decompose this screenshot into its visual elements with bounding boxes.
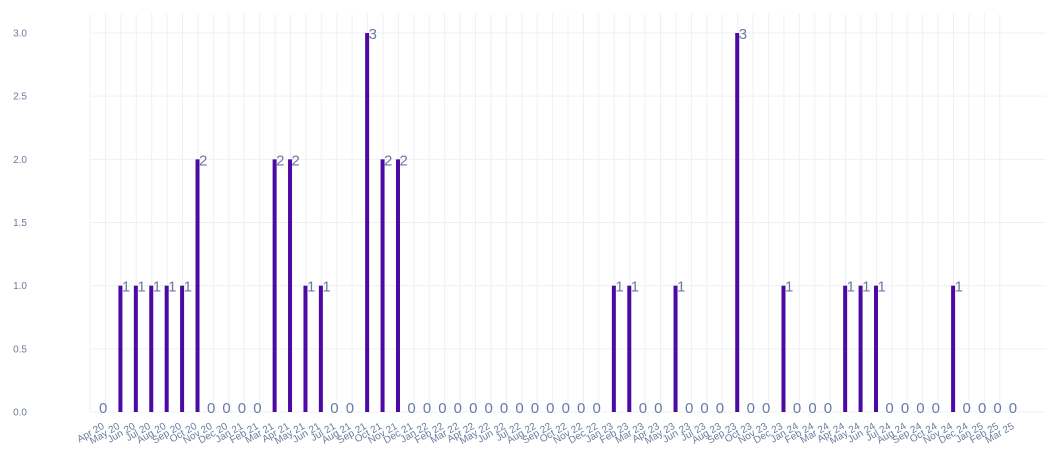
data-label: 0 xyxy=(685,400,693,417)
data-label: 0 xyxy=(808,400,816,417)
data-label: 0 xyxy=(700,400,708,417)
data-label: 3 xyxy=(369,26,377,43)
data-label: 0 xyxy=(577,400,585,417)
data-label: 0 xyxy=(500,400,508,417)
bar xyxy=(858,285,863,412)
data-label: 0 xyxy=(762,400,770,417)
data-label: 0 xyxy=(793,400,801,417)
data-label: 1 xyxy=(615,279,623,296)
data-label: 2 xyxy=(384,152,392,169)
data-label: 0 xyxy=(901,400,909,417)
bar xyxy=(735,33,740,412)
data-label: 0 xyxy=(253,400,261,417)
data-label: 0 xyxy=(454,400,462,417)
data-label: 0 xyxy=(469,400,477,417)
y-tick-label: 2.5 xyxy=(13,92,27,103)
bar xyxy=(164,285,169,412)
data-label: 0 xyxy=(222,400,230,417)
data-label: 1 xyxy=(955,279,963,296)
bar xyxy=(133,285,138,412)
bar xyxy=(288,159,293,412)
bar xyxy=(843,285,848,412)
data-label: 1 xyxy=(122,279,130,296)
data-label: 0 xyxy=(207,400,215,417)
bar xyxy=(149,285,154,412)
data-label: 1 xyxy=(307,279,315,296)
data-label: 0 xyxy=(963,400,971,417)
data-label: 2 xyxy=(292,152,300,169)
y-tick-label: 1.0 xyxy=(13,281,27,292)
data-labels: 01 1 1 1 120 0 0 02 21 10 032 20 0 0 0 0 0 0 0 0 0 0 0 01 10 010 0… xyxy=(99,26,1017,417)
data-label: 1 xyxy=(785,279,793,296)
data-label: 1 xyxy=(137,279,145,296)
data-label: 0 xyxy=(423,400,431,417)
data-label: 0 xyxy=(238,400,246,417)
bar xyxy=(874,285,878,412)
bar xyxy=(118,285,123,412)
data-label: 0 xyxy=(531,400,539,417)
data-label: 0 xyxy=(824,400,832,417)
data-label: 0 xyxy=(330,400,338,417)
data-label: 0 xyxy=(1009,400,1017,417)
data-label: 2 xyxy=(199,152,207,169)
y-tick-label: 3.0 xyxy=(13,29,27,40)
data-label: 0 xyxy=(978,400,986,417)
data-label: 0 xyxy=(99,400,107,417)
data-label: 1 xyxy=(847,279,855,296)
bar xyxy=(627,285,632,412)
data-label: 1 xyxy=(322,279,330,296)
bar xyxy=(673,285,678,412)
data-label: 2 xyxy=(399,152,407,169)
data-label: 0 xyxy=(407,400,415,417)
bar xyxy=(272,159,277,412)
bar xyxy=(195,159,200,412)
data-label: 1 xyxy=(862,279,870,296)
data-label: 0 xyxy=(485,400,493,417)
data-label: 0 xyxy=(747,400,755,417)
y-tick-label: 0.5 xyxy=(13,344,27,355)
bar xyxy=(303,285,308,412)
grid xyxy=(89,14,1046,413)
data-label: 0 xyxy=(932,400,940,417)
bar xyxy=(180,285,185,412)
data-label: 0 xyxy=(916,400,924,417)
data-label: 0 xyxy=(716,400,724,417)
data-label: 0 xyxy=(546,400,554,417)
data-label: 0 xyxy=(885,400,893,417)
data-label: 0 xyxy=(562,400,570,417)
data-label: 1 xyxy=(878,279,886,296)
data-label: 1 xyxy=(631,279,639,296)
data-label: 0 xyxy=(515,400,523,417)
bar xyxy=(951,285,956,412)
data-label: 0 xyxy=(592,400,600,417)
y-axis: 0.0 0.5 1.0 1.5 2.0 2.5 3.0 xyxy=(13,29,27,419)
data-label: 2 xyxy=(276,152,284,169)
bar xyxy=(380,159,385,412)
data-label: 3 xyxy=(739,26,747,43)
data-label: 0 xyxy=(346,400,354,417)
y-tick-label: 0.0 xyxy=(13,408,27,419)
data-label: 1 xyxy=(677,279,685,296)
bar xyxy=(318,285,323,412)
data-label: 0 xyxy=(438,400,446,417)
bar xyxy=(395,159,400,412)
data-label: 1 xyxy=(168,279,176,296)
bars xyxy=(118,33,956,412)
bar xyxy=(611,285,616,412)
bar xyxy=(781,285,786,412)
data-label: 1 xyxy=(153,279,161,296)
data-label: 0 xyxy=(639,400,647,417)
data-label: 0 xyxy=(993,400,1001,417)
y-tick-label: 1.5 xyxy=(13,218,27,229)
bar xyxy=(365,33,370,412)
data-label: 1 xyxy=(184,279,192,296)
data-label: 0 xyxy=(654,400,662,417)
y-tick-label: 2.0 xyxy=(13,155,27,166)
